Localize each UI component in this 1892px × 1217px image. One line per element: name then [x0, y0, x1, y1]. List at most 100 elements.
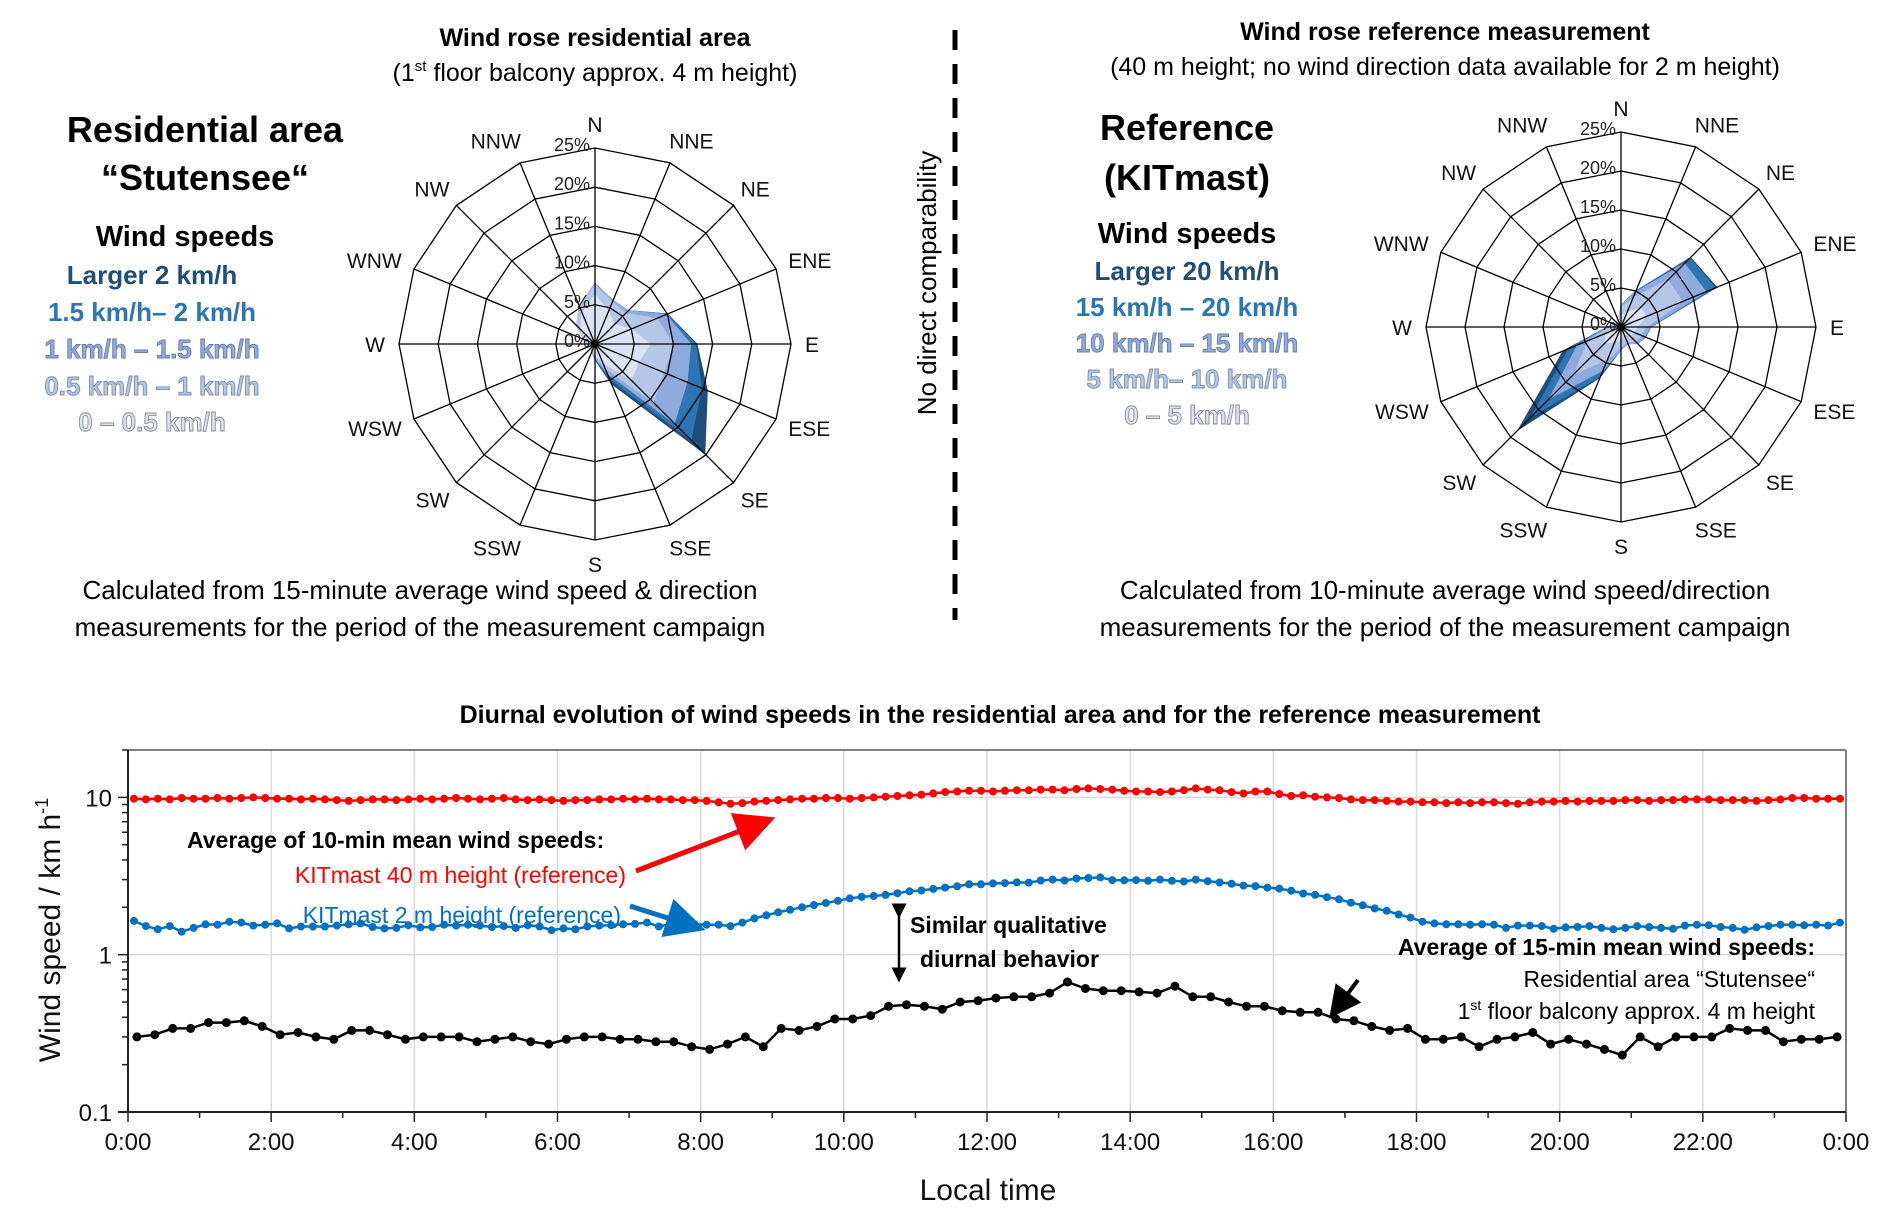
data-point	[1597, 796, 1606, 805]
data-point	[1707, 1032, 1717, 1042]
data-point	[1442, 799, 1451, 808]
y-axis-title-text: Wind speed / km h	[34, 814, 67, 1062]
left-caption-line2: measurements for the period of the measu…	[75, 612, 766, 642]
rose-spoke	[413, 343, 596, 420]
legend-item-bin-0: 0 – 5 km/h	[1124, 400, 1250, 430]
data-point	[344, 796, 353, 805]
x-tick-label: 18:00	[1386, 1129, 1446, 1156]
rose-spoke	[1620, 326, 1760, 466]
right-rose-subtitle: (40 m height; no wind direction data ava…	[1110, 53, 1780, 81]
data-point	[1108, 785, 1117, 794]
data-point	[1227, 879, 1236, 888]
data-point	[1134, 987, 1144, 997]
data-point	[977, 786, 985, 795]
rose-direction-label-nne: NNE	[1695, 115, 1739, 138]
data-point	[848, 1014, 858, 1024]
data-point	[535, 922, 544, 931]
data-point	[561, 1034, 571, 1044]
data-point	[762, 911, 771, 920]
rose-radial-tick: 5%	[1590, 275, 1616, 295]
data-point	[1170, 981, 1180, 991]
data-point	[472, 1037, 482, 1047]
data-point	[1063, 977, 1072, 987]
legend-item-bin-4: Larger 20 km/h	[1095, 256, 1280, 286]
data-point	[810, 794, 818, 803]
data-point	[1215, 878, 1224, 887]
data-point	[762, 796, 771, 805]
data-point	[559, 796, 568, 805]
data-point	[991, 993, 1001, 1003]
data-point	[1313, 1007, 1323, 1017]
data-point	[1669, 924, 1677, 933]
data-point	[869, 793, 878, 802]
data-point	[418, 1032, 428, 1042]
data-point	[1728, 923, 1737, 932]
data-point	[416, 794, 425, 803]
annotation-similar-line2: diurnal behavior	[920, 946, 1099, 972]
data-point	[758, 1042, 768, 1052]
data-point	[881, 792, 890, 801]
x-tick-label: 8:00	[677, 1129, 724, 1156]
data-point	[186, 1023, 196, 1033]
data-point	[1370, 904, 1379, 913]
rose-radial-tick: 20%	[554, 174, 590, 194]
data-point	[1725, 1023, 1735, 1033]
data-point	[881, 890, 890, 899]
data-point	[786, 905, 795, 914]
data-point	[1510, 1032, 1520, 1042]
data-point	[1080, 984, 1090, 993]
data-point	[1836, 794, 1844, 803]
data-point	[1027, 992, 1037, 1002]
data-point	[1525, 798, 1534, 807]
data-point	[1812, 920, 1821, 929]
data-point	[571, 796, 580, 805]
rose-direction-label-e: E	[1830, 317, 1844, 340]
rose-spoke	[1545, 146, 1622, 328]
data-point	[989, 787, 997, 796]
data-point	[436, 1032, 446, 1042]
data-point	[669, 1037, 679, 1047]
x-tick-label: 22:00	[1673, 1129, 1733, 1156]
rose-direction-label-n: N	[1613, 98, 1628, 121]
rose-direction-label-sse: SSE	[1695, 519, 1737, 542]
annotation-res-heading: Average of 15-min mean wind speeds:	[1398, 934, 1815, 960]
data-point	[1490, 798, 1498, 807]
data-point	[293, 1028, 303, 1037]
data-point	[633, 1034, 643, 1044]
y-axis-title-sup: -1	[32, 798, 52, 814]
data-point	[1796, 1034, 1806, 1044]
right-site-title: Reference	[1100, 107, 1274, 148]
data-point	[499, 922, 508, 931]
rose-spoke	[594, 204, 735, 345]
data-point	[631, 919, 639, 928]
rose-spoke	[1620, 326, 1802, 403]
data-point	[869, 892, 878, 900]
rose-radial-tick: 25%	[1580, 119, 1616, 139]
data-point	[1227, 788, 1236, 797]
data-point	[508, 1032, 518, 1042]
data-point	[1635, 1032, 1645, 1042]
data-point	[1120, 876, 1129, 885]
rose-direction-label-w: W	[1392, 317, 1412, 340]
data-point	[189, 923, 198, 932]
data-point	[1012, 878, 1021, 887]
red-arrow	[635, 813, 776, 874]
data-point	[1582, 1039, 1591, 1049]
data-point	[786, 795, 795, 804]
rose-direction-label-nnw: NNW	[471, 131, 521, 154]
data-point	[1800, 794, 1809, 802]
data-point	[221, 1018, 231, 1028]
data-point	[953, 882, 962, 891]
data-point	[547, 926, 556, 935]
data-point	[347, 1025, 357, 1035]
data-point	[965, 880, 974, 889]
data-point	[1406, 797, 1415, 806]
rose-radial-tick: 10%	[1580, 236, 1616, 256]
x-tick-label: 10:00	[814, 1129, 874, 1156]
data-point	[1167, 876, 1176, 885]
data-point	[1438, 1034, 1448, 1044]
data-point	[225, 794, 234, 803]
data-point	[1323, 793, 1331, 802]
legend-item-bin-2: 10 km/h – 15 km/h	[1076, 328, 1299, 358]
data-point	[1528, 1028, 1538, 1037]
